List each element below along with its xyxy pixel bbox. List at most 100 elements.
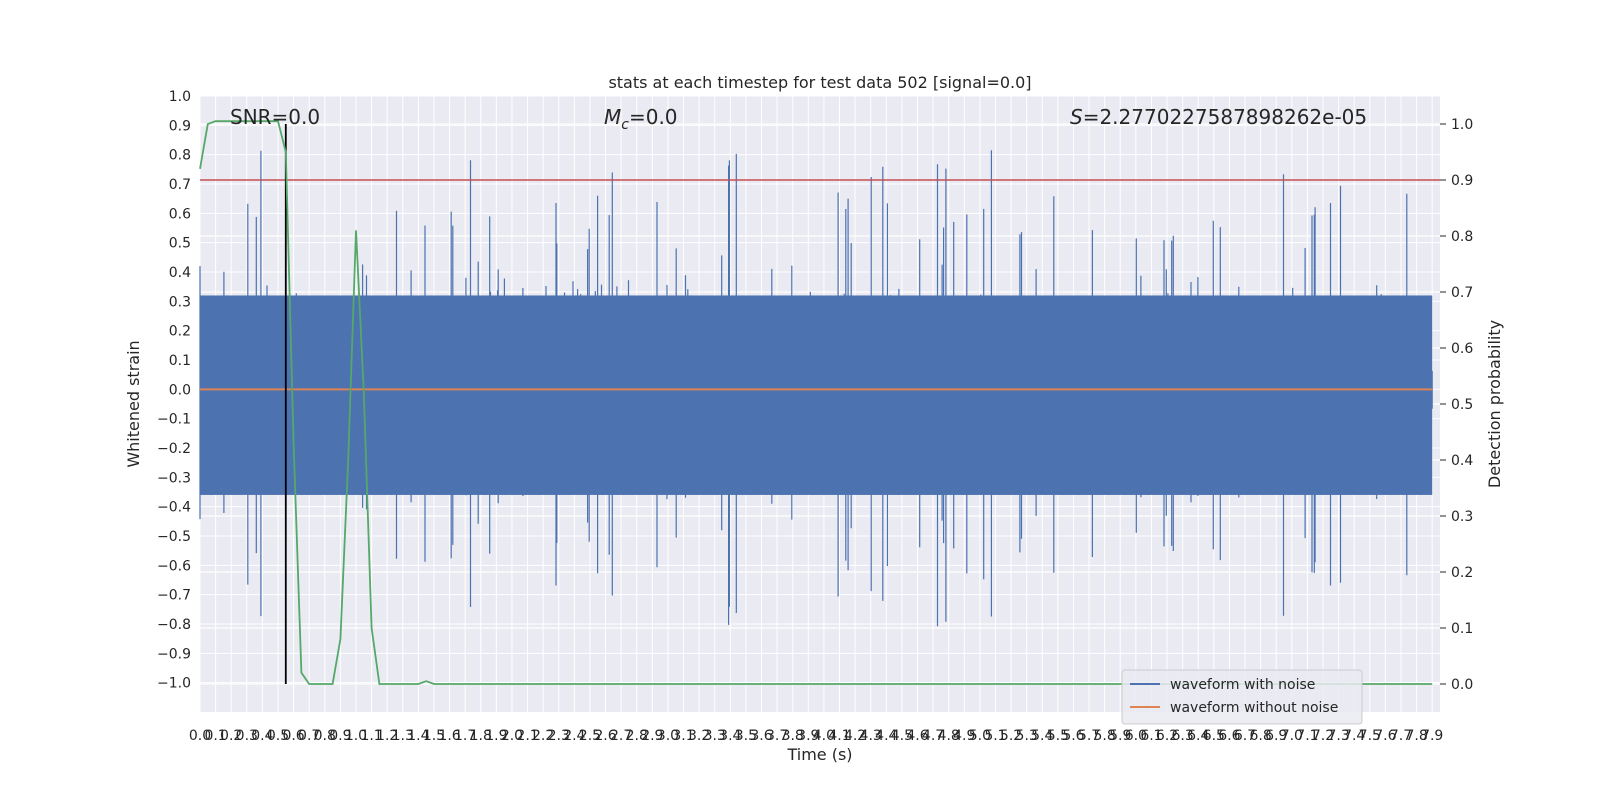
x-tick-label: 3.6 <box>750 728 772 744</box>
legend-label-clean: waveform without noise <box>1170 700 1338 716</box>
y-tick-label: −0.2 <box>157 441 191 457</box>
y-tick-label: 0.1 <box>169 353 191 369</box>
annotation-s-symbol: S <box>1070 105 1083 129</box>
y-right-tick-label: 0.2 <box>1451 565 1473 581</box>
x-tick-label: 2.1 <box>516 728 538 744</box>
x-tick-label: 0.4 <box>251 728 273 744</box>
y-tick-label: −0.6 <box>157 558 191 574</box>
y-right-tick-label: 0.5 <box>1451 397 1473 413</box>
chart-title: stats at each timestep for test data 502… <box>608 73 1031 92</box>
y-right-tick-label: 0.7 <box>1451 285 1473 301</box>
annotation-mc-value: =0.0 <box>629 105 678 129</box>
y-tick-labels: 1.0 0.9 0.8 0.7 0.6 0.5 0.4 0.3 0.2 0.1 0.0 −0.1 −0.… <box>157 89 191 692</box>
x-tick-label: 4.4 <box>875 728 897 744</box>
x-tick-label: 4.6 <box>906 728 928 744</box>
x-tick-label: 4.2 <box>844 728 866 744</box>
x-tick-label: 6.1 <box>1140 728 1162 744</box>
annotation-snr: SNR=0.0 <box>230 105 320 129</box>
x-tick-label: 2.9 <box>641 728 663 744</box>
x-tick-label: 5.9 <box>1109 728 1131 744</box>
x-tick-label: 2.8 <box>626 728 648 744</box>
x-tick-label: 4.9 <box>953 728 975 744</box>
x-tick-label: 3.9 <box>797 728 819 744</box>
x-tick-label: 4.1 <box>828 728 850 744</box>
x-tick-label: 7.8 <box>1405 728 1427 744</box>
annotation-mc-symbol: M <box>604 105 621 129</box>
probability-line <box>199 120 1433 685</box>
x-tick-label: 4.3 <box>860 728 882 744</box>
x-tick-label: 1.9 <box>485 728 507 744</box>
x-tick-label: 7.0 <box>1281 728 1303 744</box>
x-tick-label: 6.6 <box>1218 728 1240 744</box>
y-tick-label: 0.7 <box>169 177 191 193</box>
y-axis-label: Whitened strain <box>124 340 143 467</box>
series-detection-probability <box>199 120 1433 685</box>
y-right-tick-label: 0.4 <box>1451 453 1473 469</box>
y-right-tick-label: 0.1 <box>1451 621 1473 637</box>
annotation-s: S=2.2770227587898262e-05 <box>1070 105 1367 129</box>
x-tick-label: 7.2 <box>1312 728 1334 744</box>
y-tick-label: 0.4 <box>169 265 191 281</box>
y-tick-label: −0.5 <box>157 529 191 545</box>
x-tick-label: 2.3 <box>548 728 570 744</box>
x-tick-label: 2.4 <box>563 728 585 744</box>
x-tick-label: 1.8 <box>470 728 492 744</box>
x-tick-label: 2.5 <box>579 728 601 744</box>
x-tick-label: 6.4 <box>1187 728 1209 744</box>
y-tick-label: −0.1 <box>157 412 191 428</box>
y-right-tick-label: 0.3 <box>1451 509 1473 525</box>
y-tick-label: 0.8 <box>169 148 191 164</box>
x-tick-label: 0.6 <box>282 728 304 744</box>
y-tick-label: −0.9 <box>157 646 191 662</box>
x-tick-label: 3.0 <box>657 728 679 744</box>
x-tick-label: 3.3 <box>704 728 726 744</box>
x-tick-label: 7.5 <box>1359 728 1381 744</box>
x-tick-label: 1.4 <box>407 728 429 744</box>
x-tick-label: 4.8 <box>938 728 960 744</box>
y-tick-label: 0.0 <box>169 382 191 398</box>
x-tick-label: 5.2 <box>1000 728 1022 744</box>
legend-box <box>1121 669 1363 725</box>
x-tick-label: 6.0 <box>1125 728 1147 744</box>
x-tick-label: 7.1 <box>1296 728 1318 744</box>
x-tick-label: 0.5 <box>267 728 289 744</box>
y-right-tick-label: 0.0 <box>1451 677 1473 693</box>
x-tick-label: 1.1 <box>360 728 382 744</box>
y-tick-label: −0.8 <box>157 617 191 633</box>
x-tick-label: 3.4 <box>719 728 741 744</box>
x-tick-labels: 0.00.10.20.30.40.50.60.70.80.91.01.11.21… <box>189 728 1443 744</box>
x-tick-label: 5.6 <box>1062 728 1084 744</box>
x-tick-label: 7.6 <box>1374 728 1396 744</box>
x-tick-label: 5.0 <box>969 728 991 744</box>
x-tick-label: 1.3 <box>392 728 414 744</box>
y-tick-label: −0.7 <box>157 588 191 604</box>
y-tick-label: 0.2 <box>169 324 191 340</box>
x-tick-label: 0.0 <box>189 728 211 744</box>
x-tick-label: 6.8 <box>1249 728 1271 744</box>
x-tick-label: 2.6 <box>594 728 616 744</box>
x-tick-label: 0.8 <box>314 728 336 744</box>
y-right-axis-label: Detection probability <box>1485 320 1504 488</box>
x-tick-label: 0.1 <box>204 728 226 744</box>
x-tick-label: 1.2 <box>376 728 398 744</box>
y-tick-label: 1.0 <box>169 89 191 105</box>
legend: waveform with noise waveform without noi… <box>1121 669 1363 725</box>
x-axis-label: Time (s) <box>786 745 852 764</box>
x-tick-label: 4.0 <box>813 728 835 744</box>
y-right-tick-label: 0.6 <box>1451 341 1473 357</box>
x-tick-label: 3.1 <box>672 728 694 744</box>
x-tick-label: 5.4 <box>1031 728 1053 744</box>
y-tick-label: −0.3 <box>157 470 191 486</box>
x-tick-label: 6.9 <box>1265 728 1287 744</box>
x-tick-label: 1.5 <box>423 728 445 744</box>
noise-waveform-core <box>200 295 1433 495</box>
x-tick-label: 6.3 <box>1172 728 1194 744</box>
legend-label-noise: waveform with noise <box>1170 677 1315 693</box>
y-right-tick-label: 0.9 <box>1451 173 1473 189</box>
x-tick-label: 7.9 <box>1421 728 1443 744</box>
x-tick-label: 2.0 <box>501 728 523 744</box>
x-tick-label: 0.3 <box>236 728 258 744</box>
y-tick-label: 0.6 <box>169 206 191 222</box>
x-tick-label: 0.9 <box>329 728 351 744</box>
x-tick-label: 6.5 <box>1203 728 1225 744</box>
